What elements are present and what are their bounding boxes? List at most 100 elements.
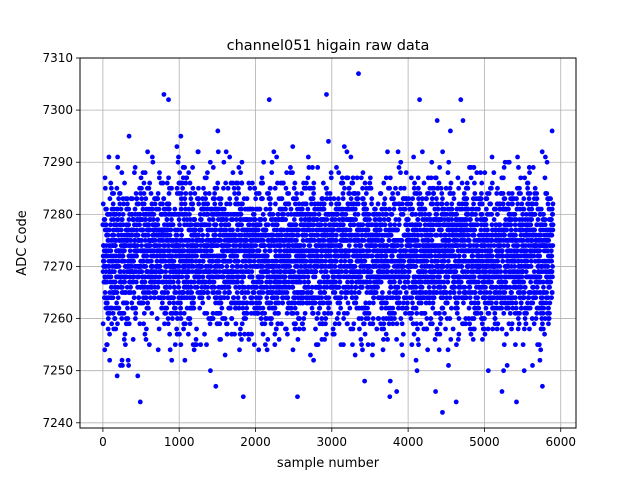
data-point [467,321,472,326]
data-point [177,170,182,175]
data-point [354,295,359,300]
data-point [211,217,216,222]
data-point [200,233,205,238]
data-point [109,274,114,279]
data-point [263,248,268,253]
data-point [332,196,337,201]
data-point [313,274,318,279]
data-point [235,290,240,295]
data-point [437,311,442,316]
data-point [381,337,386,342]
data-point [203,196,208,201]
data-point [177,217,182,222]
data-point [405,306,410,311]
data-point [243,316,248,321]
data-point [258,222,263,227]
data-point [375,285,380,290]
data-point [337,321,342,326]
data-point [116,295,121,300]
data-point [336,170,341,175]
data-point [105,301,110,306]
data-point [212,196,217,201]
data-point [202,332,207,337]
data-point [268,196,273,201]
data-point [252,186,257,191]
data-point [239,337,244,342]
data-point [392,280,397,285]
data-point [191,295,196,300]
data-point [457,254,462,259]
data-point [136,233,141,238]
data-point [260,274,265,279]
data-point [337,301,342,306]
data-point [350,181,355,186]
data-point [423,269,428,274]
data-point [179,191,184,196]
data-point [133,306,138,311]
data-point [415,368,420,373]
data-point [334,233,339,238]
data-point [311,196,316,201]
data-point [366,316,371,321]
data-point [369,202,374,207]
data-point [275,222,280,227]
data-point [362,259,367,264]
data-point [126,358,131,363]
data-point [122,280,127,285]
data-point [363,181,368,186]
data-point [240,321,245,326]
data-point [312,238,317,243]
data-point [305,207,310,212]
data-point [182,196,187,201]
data-point [393,248,398,253]
data-point [400,353,405,358]
data-point [344,269,349,274]
data-point [137,222,142,227]
data-point [334,238,339,243]
data-point [133,311,138,316]
data-point [189,290,194,295]
data-point [304,181,309,186]
data-point [340,175,345,180]
data-point [199,217,204,222]
data-point [135,243,140,248]
data-point [235,280,240,285]
data-point [144,337,149,342]
data-point [443,327,448,332]
data-point [446,363,451,368]
data-point [346,175,351,180]
data-point [183,321,188,326]
data-point [142,181,147,186]
data-point [268,207,273,212]
data-point [314,269,319,274]
data-point [258,207,263,212]
data-point [404,290,409,295]
data-point [187,212,192,217]
data-point [402,186,407,191]
data-point [291,347,296,352]
data-point [420,285,425,290]
data-point [122,181,127,186]
data-point [252,342,257,347]
data-point [217,321,222,326]
data-point [432,285,437,290]
data-point [207,191,212,196]
data-point [308,353,313,358]
data-point [161,181,166,186]
data-point [317,212,322,217]
data-point [170,316,175,321]
data-point [367,212,372,217]
data-point [119,207,124,212]
data-point [246,290,251,295]
data-point [177,222,182,227]
data-point [323,259,328,264]
data-point [268,186,273,191]
data-point [125,306,130,311]
data-point [103,290,108,295]
data-point [274,155,279,160]
data-point [430,321,435,326]
data-point [448,129,453,134]
data-point [179,228,184,233]
data-point [366,342,371,347]
data-point [467,306,472,311]
